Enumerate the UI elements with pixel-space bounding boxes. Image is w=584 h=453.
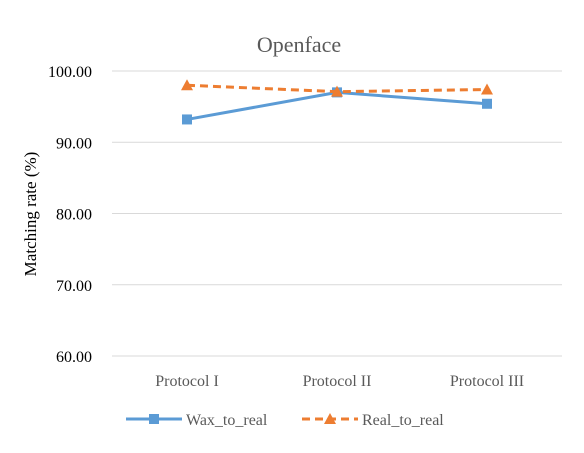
y-tick-label: 100.00: [48, 64, 92, 81]
data-point: [331, 85, 343, 97]
x-tick-label: Protocol III: [450, 373, 524, 390]
y-axis-ticks: 60.00 70.00 80.00 90.00 100.00: [48, 64, 92, 366]
data-point: [481, 83, 493, 95]
chart-title: Openface: [257, 32, 341, 57]
legend-label: Real_to_real: [362, 412, 444, 429]
data-point: [181, 79, 193, 91]
data-point: [482, 98, 492, 109]
y-tick-label: 70.00: [56, 278, 92, 295]
legend: Wax_to_real Real_to_real: [126, 412, 444, 429]
x-axis-ticks: Protocol I Protocol II Protocol III: [155, 373, 524, 390]
y-tick-label: 80.00: [56, 207, 92, 224]
series-real-to-real: [181, 79, 493, 97]
legend-marker: [324, 413, 336, 424]
legend-item: Wax_to_real: [126, 412, 268, 429]
x-tick-label: Protocol II: [303, 373, 372, 390]
y-axis-label: Matching rate (%): [21, 152, 40, 277]
y-tick-label: 60.00: [56, 349, 92, 366]
legend-item: Real_to_real: [302, 412, 444, 429]
y-tick-label: 90.00: [56, 135, 92, 152]
x-tick-label: Protocol I: [155, 373, 219, 390]
data-point: [182, 114, 192, 125]
grid: [112, 70, 562, 357]
legend-marker: [149, 414, 159, 424]
series-group: [181, 79, 493, 125]
legend-label: Wax_to_real: [186, 412, 268, 429]
